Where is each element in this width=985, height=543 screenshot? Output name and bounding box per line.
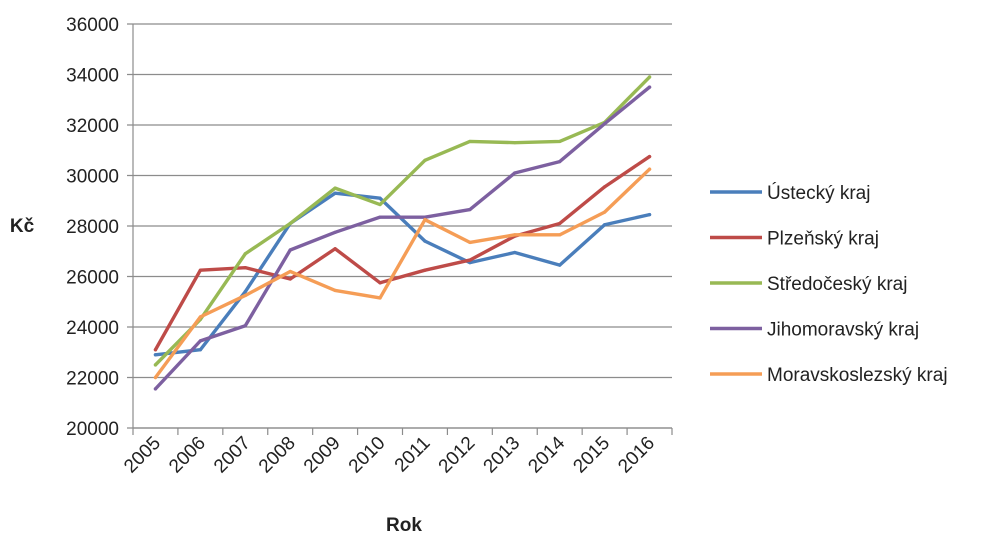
data-point <box>198 339 202 343</box>
gridlines <box>127 23 672 429</box>
legend-label: Plzeňský kraj <box>767 229 879 250</box>
data-point <box>333 230 337 234</box>
y-tick-label: 28000 <box>66 217 119 238</box>
data-point <box>558 263 562 267</box>
x-tick-label: 2012 <box>435 433 480 478</box>
data-point <box>468 258 472 262</box>
series-line-4 <box>153 167 652 380</box>
data-point <box>423 218 427 222</box>
series-lines <box>153 75 652 391</box>
data-point <box>333 186 337 190</box>
data-point <box>153 363 158 367</box>
data-point <box>603 185 607 189</box>
tick-labels: 20000 22000 24000 26000 28000 30000 32000 34000… <box>66 15 659 477</box>
x-tick-label: 2010 <box>345 433 390 478</box>
x-tick-label: 2006 <box>165 433 210 478</box>
y-tick-label: 24000 <box>66 318 119 339</box>
data-point <box>423 215 427 219</box>
legend-label: Ústecký kraj <box>767 182 870 204</box>
data-point <box>288 221 292 226</box>
data-point <box>198 268 202 272</box>
x-tick-label: 2011 <box>391 433 435 477</box>
data-point <box>288 277 292 281</box>
data-point <box>243 290 247 294</box>
data-point <box>153 348 158 352</box>
data-point <box>378 202 382 207</box>
axes <box>132 24 673 435</box>
y-tick-label: 32000 <box>66 116 119 137</box>
data-point <box>513 233 517 237</box>
legend-label: Středočeský kraj <box>767 274 907 295</box>
data-point <box>243 293 247 298</box>
data-point <box>468 240 472 245</box>
data-point <box>468 207 472 212</box>
data-point <box>288 248 292 252</box>
y-tick-label: 30000 <box>66 167 119 188</box>
data-point <box>558 139 562 144</box>
y-axis-title: Kč <box>10 216 35 237</box>
data-point <box>153 375 158 380</box>
data-point <box>378 296 382 300</box>
data-point <box>198 348 202 352</box>
data-point <box>558 160 562 164</box>
series-line-3 <box>153 85 652 391</box>
x-tick-label: 2005 <box>120 433 165 478</box>
data-point <box>513 141 517 145</box>
x-tick-label: 2008 <box>255 433 300 478</box>
data-point <box>243 324 247 328</box>
data-point <box>647 213 652 217</box>
data-point <box>423 158 427 162</box>
legend-label: Moravskoslezský kraj <box>767 365 948 386</box>
data-point <box>333 191 337 195</box>
data-point <box>558 221 562 226</box>
data-point <box>153 353 158 357</box>
x-tick-label: 2016 <box>614 433 659 478</box>
data-point <box>603 122 607 126</box>
x-tick-label: 2014 <box>524 432 569 477</box>
data-point <box>288 269 292 274</box>
data-point <box>603 210 607 214</box>
data-point <box>423 239 427 243</box>
data-point <box>378 281 382 285</box>
x-axis-title: Rok <box>386 515 422 536</box>
series-line-2 <box>153 75 652 367</box>
data-point <box>513 171 517 175</box>
y-tick-label: 22000 <box>66 369 119 390</box>
data-point <box>647 154 652 159</box>
data-point <box>153 387 158 391</box>
data-point <box>423 268 427 272</box>
data-point <box>558 233 562 237</box>
data-point <box>647 75 652 79</box>
series-line-0 <box>153 191 652 357</box>
x-tick-label: 2007 <box>210 433 255 478</box>
legend-label: Jihomoravský kraj <box>767 320 919 341</box>
data-point <box>243 266 247 270</box>
data-point <box>378 196 382 200</box>
data-point <box>198 315 202 319</box>
data-point <box>333 247 337 251</box>
y-tick-label: 20000 <box>66 419 119 440</box>
x-tick-label: 2013 <box>480 433 525 478</box>
y-tick-label: 34000 <box>66 66 119 87</box>
data-point <box>647 85 652 89</box>
series-line-1 <box>153 154 652 352</box>
data-point <box>243 252 247 256</box>
data-point <box>603 223 607 227</box>
x-tick-label: 2015 <box>569 433 614 478</box>
data-point <box>378 215 382 219</box>
x-tick-label: 2009 <box>300 433 345 478</box>
data-point <box>468 139 472 144</box>
data-point <box>513 250 517 255</box>
data-point <box>647 167 652 171</box>
y-tick-label: 36000 <box>66 15 119 36</box>
y-tick-label: 26000 <box>66 268 119 289</box>
legend: Ústecký kraj Plzeňský kraj Středočeský kra… <box>710 182 948 386</box>
data-point <box>333 288 337 292</box>
